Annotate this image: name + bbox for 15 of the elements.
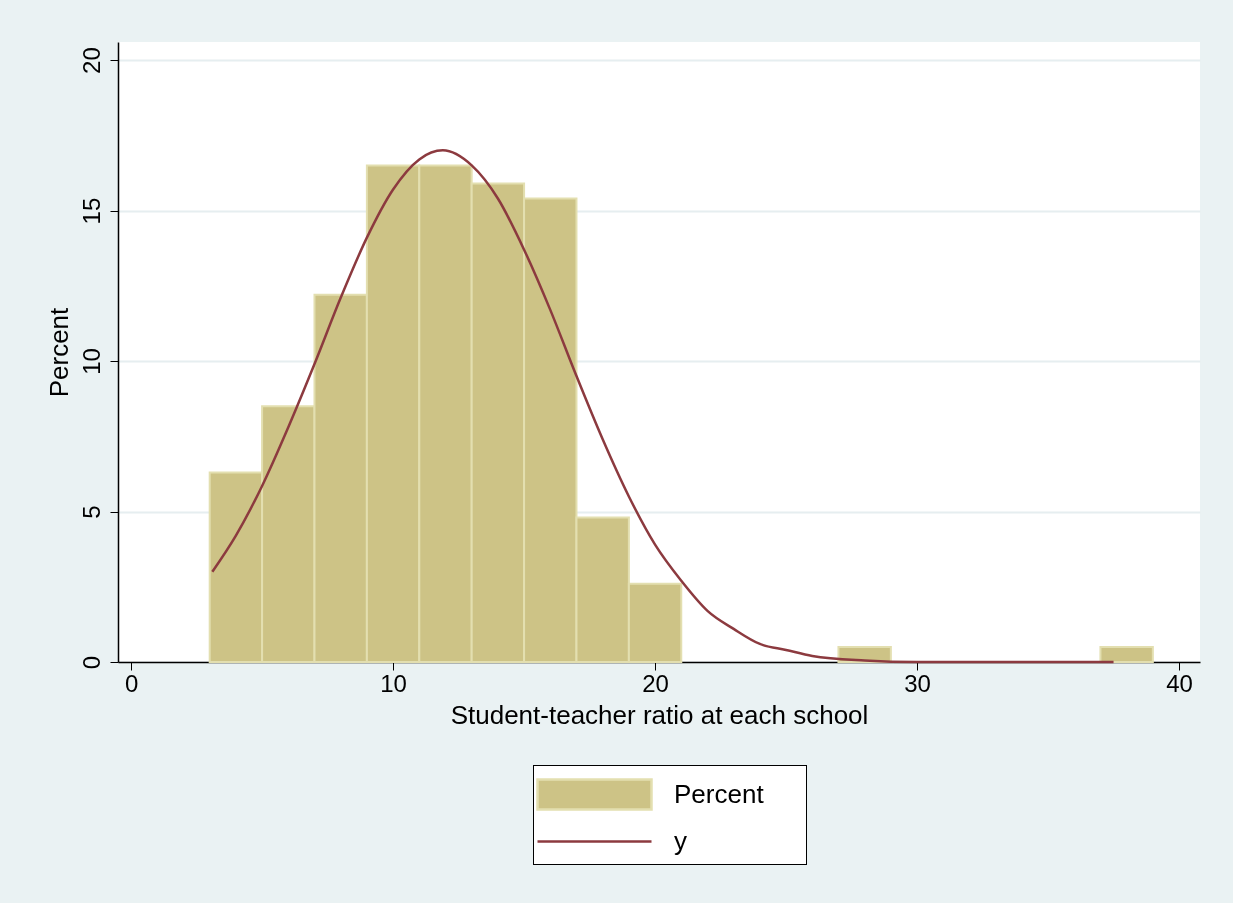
y-tick-label: 15: [77, 197, 105, 225]
y-axis-title: Percent: [43, 306, 74, 398]
line-series: [211, 149, 1115, 664]
x-tick-label: 20: [642, 669, 669, 697]
y-tick-label: 20: [77, 47, 105, 74]
legend-label: Percent: [674, 778, 765, 809]
legend-label: y: [674, 825, 687, 856]
x-tick-label: 30: [904, 669, 931, 697]
y-tick-label: 10: [77, 348, 105, 375]
x-tick-label: 40: [1166, 669, 1193, 697]
x-axis-title: Student-teacher ratio at each school: [450, 699, 869, 730]
x-tick-label: 0: [124, 669, 139, 697]
x-tick-label: 10: [380, 669, 407, 697]
y-tick-label: 0: [77, 655, 105, 670]
y-tick-label: 5: [77, 505, 105, 519]
